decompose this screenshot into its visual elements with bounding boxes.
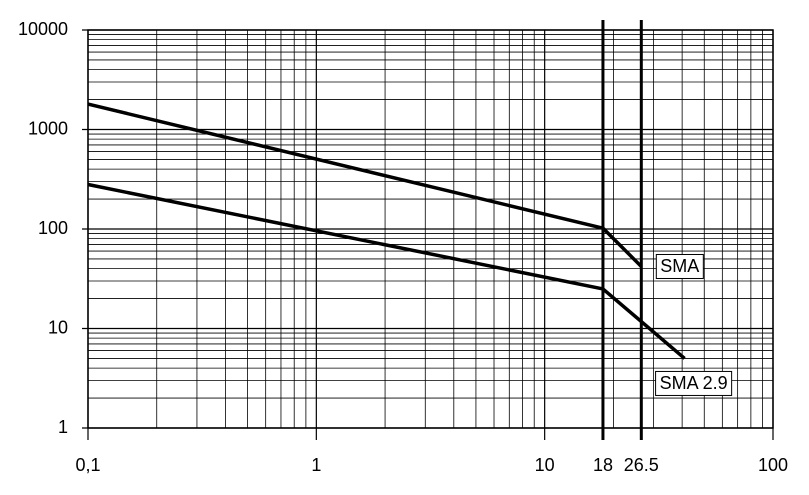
x-tick-label: 0,1: [75, 455, 100, 475]
y-tick-label: 100: [38, 218, 68, 238]
legend-label: SMA: [660, 256, 699, 276]
y-tick-label: 1000: [28, 118, 68, 138]
x-tick-label: 10: [535, 455, 555, 475]
x-tick-label: 100: [758, 455, 788, 475]
y-tick-label: 10000: [18, 19, 68, 39]
x-tick-label: 1: [311, 455, 321, 475]
plot-border: [87, 29, 774, 429]
legend-box: [655, 253, 704, 279]
legend-box: [655, 370, 733, 396]
x-tick-label: 18: [593, 455, 613, 475]
series-line: [87, 182, 686, 360]
y-tick-label: 10: [48, 317, 68, 337]
y-tick-label: 1: [58, 417, 68, 437]
plot: SMA SMA 2.9: [87, 20, 733, 440]
x-tick-label: 26.5: [624, 455, 659, 475]
series-line: [87, 102, 643, 268]
legend-label: SMA 2.9: [660, 373, 728, 393]
